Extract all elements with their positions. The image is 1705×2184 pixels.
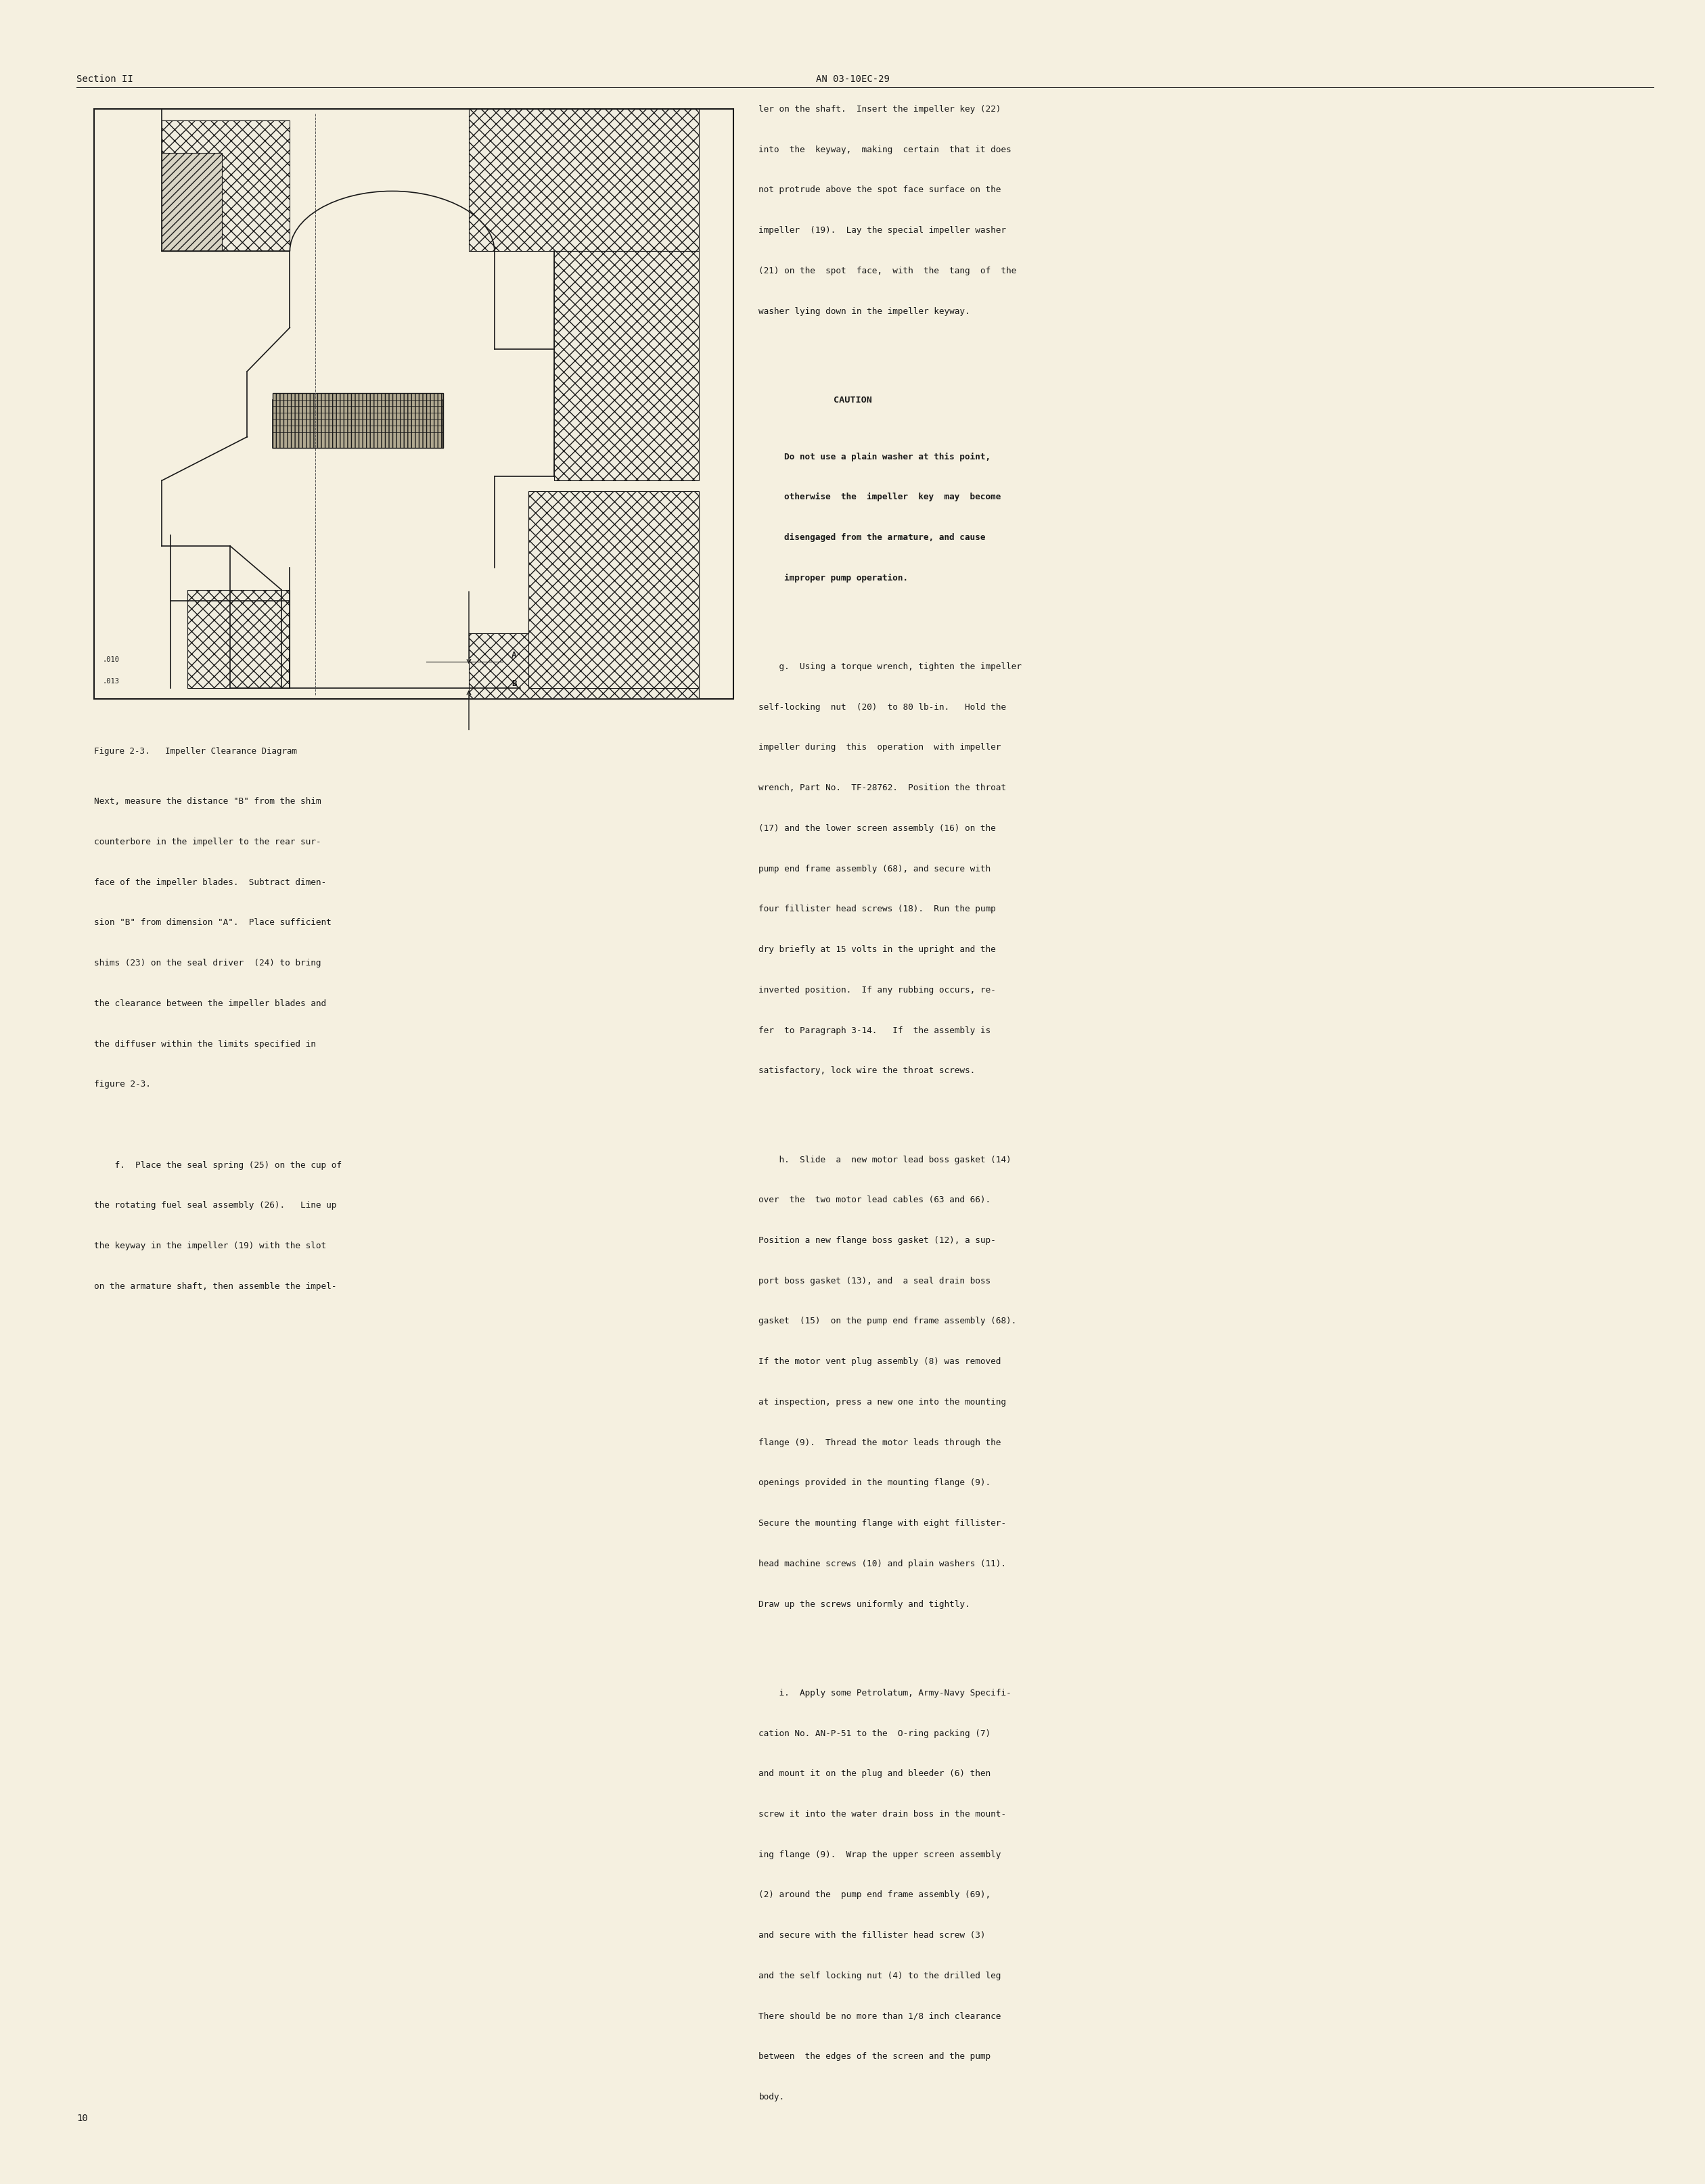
Text: Section II: Section II [77, 74, 133, 83]
Text: inverted position.  If any rubbing occurs, re-: inverted position. If any rubbing occurs… [759, 985, 996, 994]
Text: self-locking  nut  (20)  to 80 lb-in.   Hold the: self-locking nut (20) to 80 lb-in. Hold … [759, 703, 1006, 712]
Text: (2) around the  pump end frame assembly (69),: (2) around the pump end frame assembly (… [759, 1891, 991, 1900]
Bar [273, 393, 443, 448]
Text: Draw up the screws uniformly and tightly.: Draw up the screws uniformly and tightly… [759, 1599, 970, 1610]
Text: the rotating fuel seal assembly (26).   Line up: the rotating fuel seal assembly (26). Li… [94, 1201, 336, 1210]
Text: Position a new flange boss gasket (12), a sup-: Position a new flange boss gasket (12), … [759, 1236, 996, 1245]
Text: at inspection, press a new one into the mounting: at inspection, press a new one into the … [759, 1398, 1006, 1406]
Text: sion "B" from dimension "A".  Place sufficient: sion "B" from dimension "A". Place suffi… [94, 917, 331, 928]
Text: impeller during  this  operation  with impeller: impeller during this operation with impe… [759, 743, 1001, 751]
Text: .013: .013 [102, 677, 119, 686]
Bar [554, 251, 699, 480]
Text: figure 2-3.: figure 2-3. [94, 1079, 150, 1090]
Text: and secure with the fillister head screw (3): and secure with the fillister head screw… [759, 1931, 985, 1939]
Text: impeller  (19).  Lay the special impeller washer: impeller (19). Lay the special impeller … [759, 225, 1006, 236]
Text: (17) and the lower screen assembly (16) on the: (17) and the lower screen assembly (16) … [759, 823, 996, 832]
Text: dry briefly at 15 volts in the upright and the: dry briefly at 15 volts in the upright a… [759, 946, 996, 954]
Bar [162, 120, 290, 251]
Text: washer lying down in the impeller keyway.: washer lying down in the impeller keyway… [759, 308, 970, 317]
Text: ing flange (9).  Wrap the upper screen assembly: ing flange (9). Wrap the upper screen as… [759, 1850, 1001, 1859]
Text: between  the edges of the screen and the pump: between the edges of the screen and the … [759, 2053, 991, 2062]
Text: four fillister head screws (18).  Run the pump: four fillister head screws (18). Run the… [759, 904, 996, 913]
Text: cation No. AN-P-51 to the  O-ring packing (7): cation No. AN-P-51 to the O-ring packing… [759, 1730, 991, 1738]
Bar [469, 109, 699, 251]
Text: the diffuser within the limits specified in: the diffuser within the limits specified… [94, 1040, 315, 1048]
Text: h.  Slide  a  new motor lead boss gasket (14): h. Slide a new motor lead boss gasket (1… [759, 1155, 1011, 1164]
Bar [162, 153, 222, 251]
Text: body.: body. [759, 2092, 784, 2101]
Text: gasket  (15)  on the pump end frame assembly (68).: gasket (15) on the pump end frame assemb… [759, 1317, 1016, 1326]
Text: CAUTION: CAUTION [834, 395, 871, 404]
Text: If the motor vent plug assembly (8) was removed: If the motor vent plug assembly (8) was … [759, 1358, 1001, 1367]
Text: the clearance between the impeller blades and: the clearance between the impeller blade… [94, 1000, 326, 1009]
Text: AN 03-10EC-29: AN 03-10EC-29 [815, 74, 890, 83]
Text: A: A [512, 651, 517, 660]
Text: wrench, Part No.  TF-28762.  Position the throat: wrench, Part No. TF-28762. Position the … [759, 784, 1006, 793]
Text: head machine screws (10) and plain washers (11).: head machine screws (10) and plain washe… [759, 1559, 1006, 1568]
Text: Next, measure the distance "B" from the shim: Next, measure the distance "B" from the … [94, 797, 321, 806]
Text: ler on the shaft.  Insert the impeller key (22): ler on the shaft. Insert the impeller ke… [759, 105, 1001, 114]
Text: on the armature shaft, then assemble the impel-: on the armature shaft, then assemble the… [94, 1282, 336, 1291]
Text: flange (9).  Thread the motor leads through the: flange (9). Thread the motor leads throu… [759, 1439, 1001, 1448]
Text: Secure the mounting flange with eight fillister-: Secure the mounting flange with eight fi… [759, 1520, 1006, 1529]
Text: f.  Place the seal spring (25) on the cup of: f. Place the seal spring (25) on the cup… [94, 1162, 341, 1171]
Text: g.  Using a torque wrench, tighten the impeller: g. Using a torque wrench, tighten the im… [759, 662, 1021, 670]
Text: the keyway in the impeller (19) with the slot: the keyway in the impeller (19) with the… [94, 1241, 326, 1251]
Text: fer  to Paragraph 3-14.   If  the assembly is: fer to Paragraph 3-14. If the assembly i… [759, 1026, 991, 1035]
Text: otherwise  the  impeller  key  may  become: otherwise the impeller key may become [784, 494, 1001, 502]
Bar [469, 633, 699, 699]
Text: screw it into the water drain boss in the mount-: screw it into the water drain boss in th… [759, 1811, 1006, 1819]
Bar [529, 491, 699, 688]
Text: B: B [512, 679, 517, 688]
Text: port boss gasket (13), and  a seal drain boss: port boss gasket (13), and a seal drain … [759, 1275, 991, 1286]
Text: There should be no more than 1/8 inch clearance: There should be no more than 1/8 inch cl… [759, 2011, 1001, 2020]
Text: counterbore in the impeller to the rear sur-: counterbore in the impeller to the rear … [94, 836, 321, 847]
Text: face of the impeller blades.  Subtract dimen-: face of the impeller blades. Subtract di… [94, 878, 326, 887]
Text: Do not use a plain washer at this point,: Do not use a plain washer at this point, [784, 452, 991, 461]
Text: shims (23) on the seal driver  (24) to bring: shims (23) on the seal driver (24) to br… [94, 959, 321, 968]
Text: openings provided in the mounting flange (9).: openings provided in the mounting flange… [759, 1479, 991, 1487]
Bar [554, 502, 699, 633]
Text: disengaged from the armature, and cause: disengaged from the armature, and cause [784, 533, 985, 542]
Text: (21) on the  spot  face,  with  the  tang  of  the: (21) on the spot face, with the tang of … [759, 266, 1016, 275]
Bar [188, 590, 290, 688]
Text: satisfactory, lock wire the throat screws.: satisfactory, lock wire the throat screw… [759, 1066, 975, 1075]
Text: into  the  keyway,  making  certain  that it does: into the keyway, making certain that it … [759, 144, 1011, 155]
Text: not protrude above the spot face surface on the: not protrude above the spot face surface… [759, 186, 1001, 194]
Text: i.  Apply some Petrolatum, Army-Navy Specifi-: i. Apply some Petrolatum, Army-Navy Spec… [759, 1688, 1011, 1697]
Text: Figure 2-3.   Impeller Clearance Diagram: Figure 2-3. Impeller Clearance Diagram [94, 747, 297, 756]
Bar [94, 109, 733, 699]
Text: and the self locking nut (4) to the drilled leg: and the self locking nut (4) to the dril… [759, 1972, 1001, 1981]
Text: improper pump operation.: improper pump operation. [784, 574, 909, 583]
Text: pump end frame assembly (68), and secure with: pump end frame assembly (68), and secure… [759, 865, 991, 874]
Text: over  the  two motor lead cables (63 and 66).: over the two motor lead cables (63 and 6… [759, 1197, 991, 1206]
Text: .010: .010 [102, 655, 119, 664]
Text: and mount it on the plug and bleeder (6) then: and mount it on the plug and bleeder (6)… [759, 1769, 991, 1778]
Text: 10: 10 [77, 2114, 89, 2123]
